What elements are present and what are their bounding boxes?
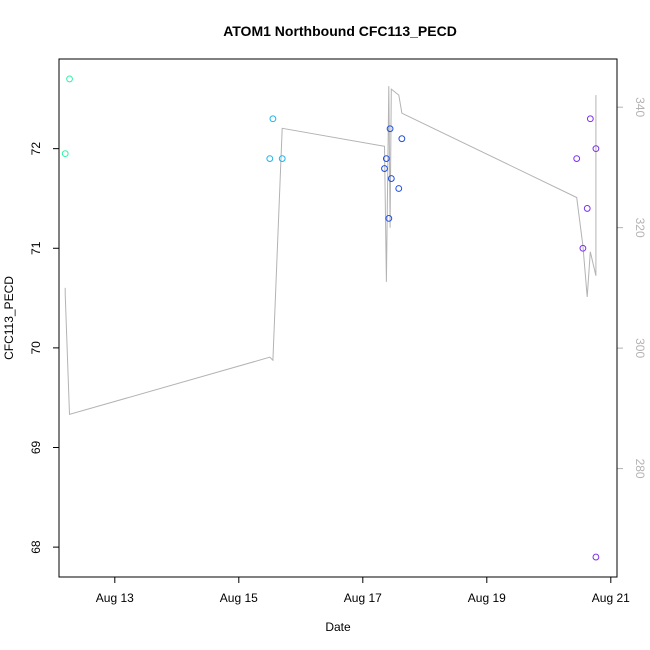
data-point-cluster-1: [66, 75, 73, 83]
data-point-cluster-3: [382, 155, 390, 163]
right-y-tick-label: 280: [633, 459, 647, 479]
data-point-cluster-2: [269, 115, 277, 123]
data-point-cluster-1: [61, 150, 69, 158]
data-point-cluster-4: [586, 115, 594, 123]
data-point-cluster-3: [398, 135, 406, 143]
data-point-cluster-4: [579, 244, 587, 252]
data-point-cluster-4: [583, 205, 591, 212]
secondary-trace-line: [64, 86, 597, 416]
data-point-cluster-4: [592, 145, 600, 153]
x-tick-label: Aug 19: [468, 591, 506, 605]
data-point-cluster-4: [592, 553, 600, 561]
y-tick-label: 72: [29, 142, 43, 156]
data-point-cluster-2: [278, 155, 286, 163]
data-point-cluster-3: [381, 165, 388, 172]
data-point-cluster-4: [573, 155, 581, 163]
y-tick-label: 71: [29, 241, 43, 255]
data-point-cluster-3: [387, 175, 395, 182]
y-axis-label: CFC113_PECD: [2, 276, 16, 360]
right-y-tick-label: 320: [633, 218, 647, 238]
y-tick-label: 68: [29, 540, 43, 554]
x-tick-label: Aug 21: [592, 591, 630, 605]
x-tick-label: Aug 17: [344, 591, 382, 605]
data-point-cluster-3: [386, 125, 394, 133]
data-point-cluster-3: [395, 185, 403, 192]
x-tick-label: Aug 13: [96, 591, 134, 605]
x-axis-label: Date: [325, 620, 351, 634]
right-y-tick-label: 300: [633, 338, 647, 358]
y-tick-label: 70: [29, 341, 43, 355]
data-point-cluster-2: [266, 155, 274, 163]
chart-title: ATOM1 Northbound CFC113_PECD: [223, 23, 457, 39]
x-tick-label: Aug 15: [220, 591, 258, 605]
y-tick-label: 69: [29, 441, 43, 455]
data-point-cluster-3: [385, 214, 393, 222]
plot-frame: [58, 58, 618, 578]
right-y-tick-label: 340: [633, 97, 647, 117]
